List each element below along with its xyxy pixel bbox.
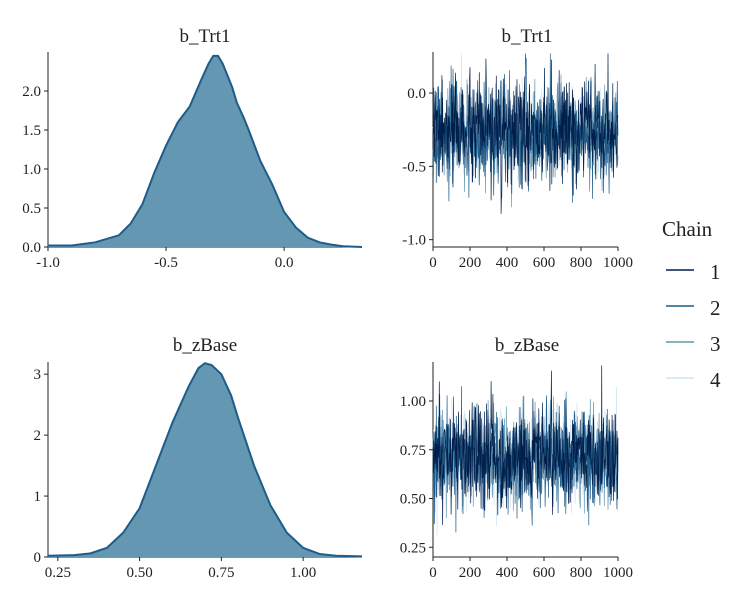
legend-label-chain-4: 4 <box>710 368 721 392</box>
x-tick-label: -0.5 <box>154 255 178 271</box>
density-area <box>48 55 362 248</box>
density-line <box>48 54 363 248</box>
x-tick-label: 0.25 <box>45 565 71 581</box>
trace-chain-2 <box>432 53 619 203</box>
legend-items: 1 2 3 4 <box>666 260 721 392</box>
y-tick-label: -0.5 <box>402 159 426 175</box>
x-tick-label: 0.75 <box>208 565 234 581</box>
panel-trace-trt1: b_Trt1 0 200 400 600 800 1000 0.0 -0.5 -1.0 <box>402 26 633 271</box>
y-tick-label: 2 <box>34 428 42 444</box>
density-line <box>47 362 363 558</box>
trace-chain-1 <box>432 53 619 214</box>
y-tick-label: -1.0 <box>402 233 426 249</box>
x-tick-label: 400 <box>496 565 519 581</box>
x-tick-label: 0 <box>429 255 437 271</box>
panel-title: b_Trt1 <box>501 26 552 47</box>
panel-density-zbase: b_zBase 0.25 0.50 0.75 1.00 0 1 2 3 <box>34 335 363 581</box>
x-tick-label: 0.50 <box>126 565 152 581</box>
y-tick-label: 0.5 <box>22 201 41 217</box>
y-tick-label: 1.00 <box>400 394 426 410</box>
x-tick-label: 1.00 <box>290 565 316 581</box>
x-tick-label: 400 <box>496 255 519 271</box>
y-tick-label: 0 <box>34 550 42 566</box>
x-tick-label: 600 <box>533 255 556 271</box>
y-tick-label: 2.0 <box>22 84 41 100</box>
x-tick-label: 800 <box>570 255 593 271</box>
y-tick-label: 3 <box>34 367 42 383</box>
x-tick-label: 800 <box>570 565 593 581</box>
y-tick-label: 1.5 <box>22 123 41 139</box>
x-tick-label: 1000 <box>603 255 633 271</box>
y-tick-label: 0.50 <box>400 492 426 508</box>
x-tick-label: 600 <box>533 565 556 581</box>
trace-chain-1 <box>432 365 619 525</box>
y-tick-label: 1.0 <box>22 162 41 178</box>
legend-label-chain-3: 3 <box>710 332 721 356</box>
y-tick-label: 0.25 <box>400 540 426 556</box>
panel-density-trt1: b_Trt1 -1.0 -0.5 0.0 0.0 0.5 1.0 1.5 2.0 <box>22 26 363 271</box>
plot-area: 0 200 400 600 800 1000 1.00 0.75 0.50 0.25 <box>400 362 633 581</box>
plot-area: -1.0 -0.5 0.0 0.0 0.5 1.0 1.5 2.0 <box>22 52 363 271</box>
panel-title: b_zBase <box>495 335 559 356</box>
x-tick-label: 200 <box>459 565 482 581</box>
x-tick-label: 1000 <box>603 565 633 581</box>
panel-title: b_Trt1 <box>179 26 230 47</box>
y-tick-label: 0.0 <box>22 240 41 256</box>
panel-title: b_zBase <box>173 335 237 356</box>
x-tick-label: 200 <box>459 255 482 271</box>
legend-label-chain-2: 2 <box>710 296 721 320</box>
y-tick-label: 0.0 <box>407 86 426 102</box>
panel-trace-zbase: b_zBase 0 200 400 600 800 1000 1.00 0.75 0.50 0.2… <box>400 335 633 581</box>
y-tick-label: 1 <box>34 489 42 505</box>
plot-area: 0 200 400 600 800 1000 0.0 -0.5 -1.0 <box>402 52 633 271</box>
legend-title: Chain <box>662 217 713 241</box>
density-area <box>48 363 362 557</box>
x-tick-label: 0 <box>429 565 437 581</box>
legend-label-chain-1: 1 <box>710 260 721 284</box>
x-tick-label: 0.0 <box>275 255 294 271</box>
x-tick-label: -1.0 <box>36 255 60 271</box>
plot-area: 0.25 0.50 0.75 1.00 0 1 2 3 <box>34 362 363 581</box>
legend: Chain 1 2 3 4 <box>662 217 721 392</box>
y-tick-label: 0.75 <box>400 443 426 459</box>
